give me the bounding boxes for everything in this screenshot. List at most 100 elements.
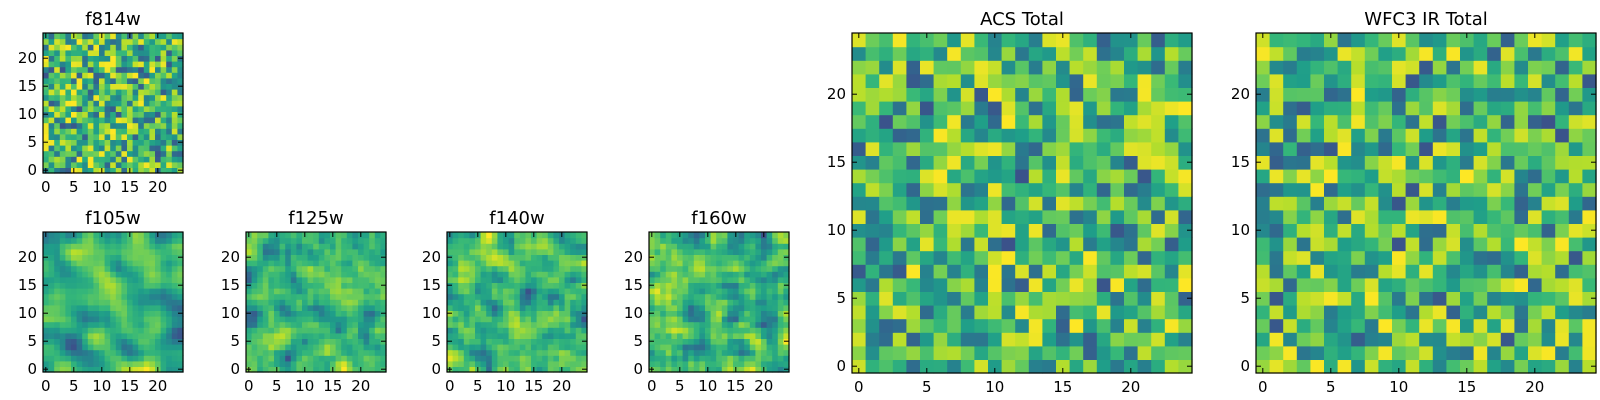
heatmap-cell bbox=[536, 293, 543, 300]
heatmap-cell bbox=[947, 277, 962, 292]
heatmap-cell bbox=[115, 338, 122, 345]
heatmap-cell bbox=[960, 318, 975, 333]
heatmap-cell bbox=[374, 282, 381, 289]
heatmap-cell bbox=[171, 161, 178, 168]
heatmap-cell bbox=[988, 60, 1003, 75]
heatmap-cell bbox=[553, 349, 560, 356]
x-tick-label: 20 bbox=[148, 377, 167, 395]
heatmap-cell bbox=[346, 293, 353, 300]
heatmap-cell bbox=[335, 276, 342, 283]
heatmap-cell bbox=[138, 321, 145, 328]
heatmap-cell bbox=[452, 310, 459, 317]
heatmap-cell bbox=[121, 265, 128, 272]
heatmap-cell bbox=[1056, 87, 1071, 102]
heatmap-cell bbox=[1124, 345, 1139, 360]
heatmap-cell bbox=[1392, 359, 1407, 374]
heatmap-cell bbox=[121, 316, 128, 323]
heatmap-cell bbox=[1178, 345, 1193, 360]
heatmap-cell bbox=[132, 55, 139, 62]
heatmap-cell bbox=[738, 344, 745, 351]
heatmap-cell bbox=[132, 299, 139, 306]
heatmap-cell bbox=[143, 44, 150, 51]
heatmap-cell bbox=[1056, 128, 1071, 143]
heatmap-cell bbox=[581, 288, 588, 295]
heatmap-cell bbox=[127, 150, 134, 157]
heatmap-cell bbox=[575, 288, 582, 295]
heatmap-cell bbox=[1256, 101, 1271, 116]
heatmap-cell bbox=[452, 288, 459, 295]
heatmap-cell bbox=[525, 293, 532, 300]
heatmap-cell bbox=[363, 288, 370, 295]
heatmap-cell bbox=[1001, 73, 1016, 88]
heatmap-cell bbox=[1178, 223, 1193, 238]
heatmap-cell bbox=[246, 265, 253, 272]
heatmap-cell bbox=[570, 366, 577, 373]
heatmap-cell bbox=[469, 332, 476, 339]
heatmap-cell bbox=[508, 360, 515, 367]
heatmap-cell bbox=[149, 83, 156, 90]
heatmap-cell bbox=[1473, 73, 1488, 88]
heatmap-cell bbox=[491, 366, 498, 373]
heatmap-cell bbox=[138, 237, 145, 244]
y-tick-label: 0 bbox=[27, 161, 37, 179]
heatmap-cell bbox=[166, 156, 173, 163]
heatmap-cell bbox=[906, 155, 921, 170]
heatmap-cell bbox=[76, 282, 83, 289]
heatmap-cell bbox=[892, 237, 907, 252]
heatmap-cell bbox=[525, 332, 532, 339]
heatmap-cell bbox=[783, 260, 790, 267]
heatmap-cell bbox=[127, 248, 134, 255]
heatmap-cell bbox=[682, 254, 689, 261]
heatmap-cell bbox=[132, 248, 139, 255]
heatmap-cell bbox=[369, 310, 376, 317]
heatmap-cell bbox=[1310, 305, 1325, 320]
heatmap-cell bbox=[1514, 182, 1529, 197]
heatmap-cell bbox=[447, 276, 454, 283]
heatmap-cell bbox=[352, 260, 359, 267]
heatmap-cell bbox=[699, 366, 706, 373]
heatmap-cell bbox=[933, 33, 948, 48]
heatmap-cell bbox=[1310, 60, 1325, 75]
heatmap-cell bbox=[1283, 155, 1298, 170]
heatmap-cell bbox=[279, 360, 286, 367]
heatmap-cell bbox=[313, 304, 320, 311]
heatmap-cell bbox=[43, 288, 50, 295]
heatmap-cell bbox=[749, 243, 756, 250]
heatmap-cell bbox=[519, 316, 526, 323]
heatmap-cell bbox=[447, 304, 454, 311]
heatmap-cell bbox=[1568, 332, 1583, 347]
heatmap-cell bbox=[313, 243, 320, 250]
heatmap-cell bbox=[1296, 128, 1311, 143]
heatmap-cell bbox=[48, 288, 55, 295]
heatmap-cell bbox=[110, 44, 117, 51]
heatmap-cell bbox=[865, 305, 880, 320]
heatmap-cell bbox=[1296, 141, 1311, 156]
heatmap-cell bbox=[1110, 305, 1125, 320]
heatmap-cell bbox=[93, 33, 100, 40]
heatmap-cell bbox=[380, 349, 387, 356]
heatmap-cell bbox=[177, 128, 184, 135]
heatmap-cell bbox=[1568, 291, 1583, 306]
heatmap-cell bbox=[104, 288, 111, 295]
heatmap-cell bbox=[1256, 359, 1271, 374]
y-tick-label: 5 bbox=[230, 332, 240, 350]
heatmap-cell bbox=[1178, 237, 1193, 252]
heatmap-cell bbox=[1473, 359, 1488, 374]
heatmap-cell bbox=[947, 359, 962, 374]
heatmap-cell bbox=[1568, 46, 1583, 61]
heatmap-cell bbox=[307, 276, 314, 283]
heatmap-cell bbox=[508, 349, 515, 356]
heatmap-cell bbox=[508, 304, 515, 311]
heatmap-cells bbox=[447, 232, 588, 373]
heatmap-cell bbox=[65, 243, 72, 250]
heatmap-cell bbox=[104, 321, 111, 328]
heatmap-cell bbox=[380, 265, 387, 272]
heatmap-cell bbox=[1582, 114, 1597, 129]
heatmap-cell bbox=[285, 299, 292, 306]
heatmap-cell bbox=[1473, 46, 1488, 61]
x-tick-label: 5 bbox=[1326, 378, 1336, 396]
heatmap-cell bbox=[171, 344, 178, 351]
heatmap-cell bbox=[766, 288, 773, 295]
heatmap-cell bbox=[716, 237, 723, 244]
heatmap-cell bbox=[519, 366, 526, 373]
